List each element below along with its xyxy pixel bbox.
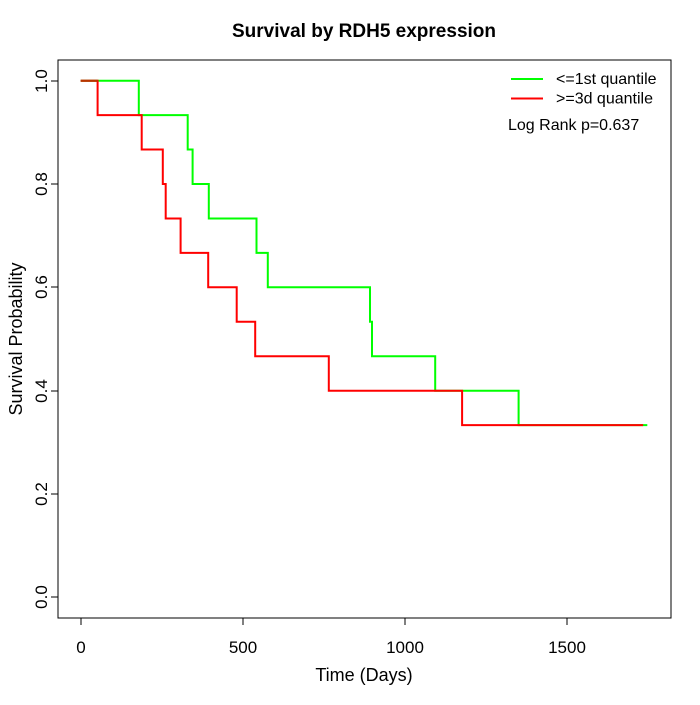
x-tick-label-2: 1000: [386, 638, 424, 657]
x-tick-label-3: 1500: [548, 638, 586, 657]
survival-curve-high-expression: [80, 79, 644, 427]
chart-title: Survival by RDH5 expression: [232, 21, 496, 42]
plot-box: [57, 59, 672, 619]
survival-curves: [80, 79, 648, 427]
y-tick-label-1: 0.2: [32, 482, 51, 506]
legend-label-low-expression: <=1st quantile: [556, 71, 657, 88]
x-tick-label-1: 500: [229, 638, 257, 657]
x-axis-title: Time (Days): [315, 665, 412, 685]
y-tick-label-5: 1.0: [32, 69, 51, 93]
log-rank-annotation: Log Rank p=0.637: [508, 117, 639, 134]
survival-curve-low-expression: [80, 79, 648, 427]
legend: <=1st quantile >=3d quantile Log Rank p=…: [508, 71, 657, 134]
y-tick-label-0: 0.0: [32, 585, 51, 609]
x-tick-label-0: 0: [76, 638, 85, 657]
y-tick-label-2: 0.4: [32, 379, 51, 403]
y-axis: 0.0 0.2 0.4 0.6 0.8 1.0 Survival Probabi…: [6, 69, 58, 609]
y-tick-label-4: 0.8: [32, 172, 51, 196]
y-axis-title: Survival Probability: [6, 262, 26, 415]
x-axis: 0 500 1000 1500 Time (Days): [76, 618, 586, 685]
y-tick-label-3: 0.6: [32, 275, 51, 299]
legend-label-high-expression: >=3d quantile: [556, 91, 653, 108]
